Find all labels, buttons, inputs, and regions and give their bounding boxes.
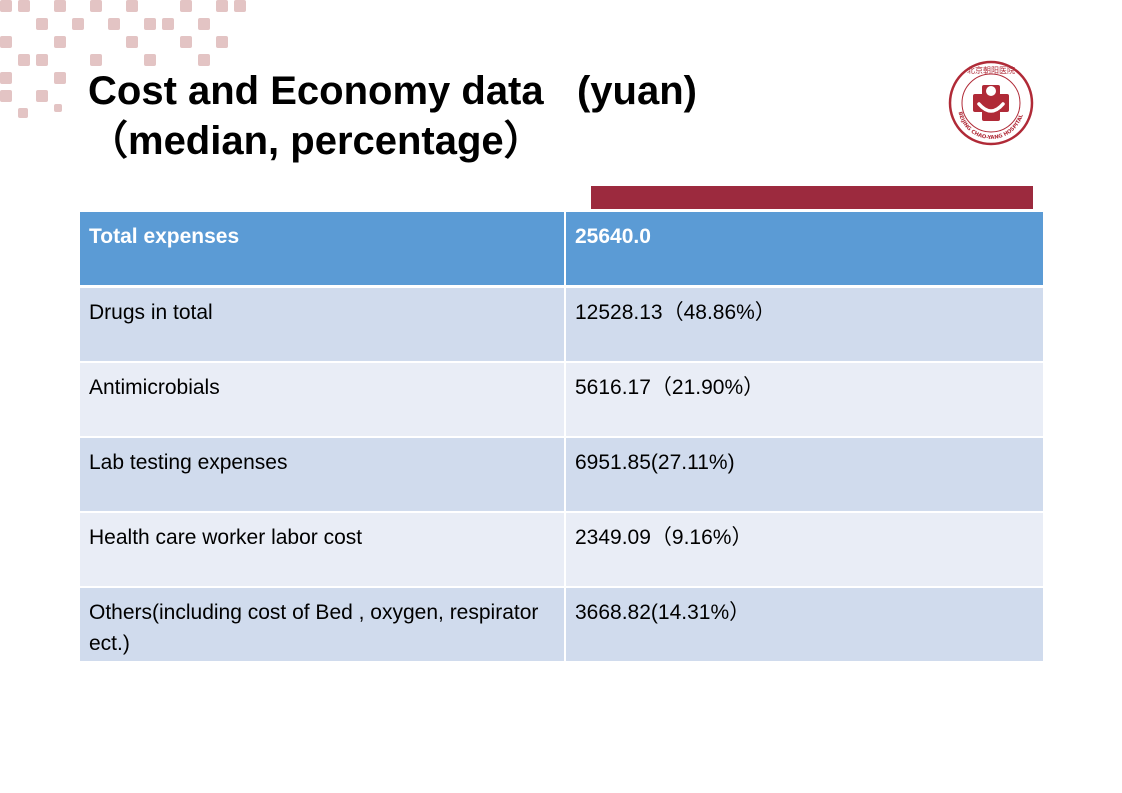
row-value: 6951.85(27.11%)	[564, 437, 1045, 513]
row-label: Drugs in total	[78, 286, 566, 363]
cost-table: Total expenses 25640.0 Drugs in total 12…	[78, 212, 1045, 663]
row-value: 12528.13（48.86%）	[564, 286, 1045, 363]
table-row: Drugs in total 12528.13（48.86%）	[78, 286, 1045, 363]
slide-title: Cost and Economy data (yuan) （median, pe…	[88, 66, 697, 166]
logo-text-top: 北京朝阳医院	[967, 65, 1015, 75]
row-value: 3668.82(14.31%）	[564, 587, 1045, 663]
row-value: 5616.17（21.90%）	[564, 362, 1045, 438]
table-header-row: Total expenses 25640.0	[78, 212, 1045, 288]
slide-title-line1: Cost and Economy data (yuan)	[88, 69, 697, 113]
table-row: Health care worker labor cost 2349.09（9.…	[78, 512, 1045, 588]
row-value: 2349.09（9.16%）	[564, 512, 1045, 588]
hospital-logo: 北京朝阳医院 BEIJING CHAO-YANG HOSPITAL	[948, 60, 1034, 146]
decorative-pattern	[0, 0, 246, 118]
slide-title-line2: （median, percentage）	[88, 119, 544, 163]
table-row: Antimicrobials 5616.17（21.90%）	[78, 362, 1045, 438]
header-label: Total expenses	[78, 212, 566, 288]
accent-bar	[591, 186, 1033, 209]
row-label: Antimicrobials	[78, 362, 566, 438]
table-row: Lab testing expenses 6951.85(27.11%)	[78, 437, 1045, 513]
row-label: Health care worker labor cost	[78, 512, 566, 588]
header-value: 25640.0	[564, 212, 1045, 288]
table-row: Others(including cost of Bed , oxygen, r…	[78, 587, 1045, 663]
row-label: Lab testing expenses	[78, 437, 566, 513]
row-label: Others(including cost of Bed , oxygen, r…	[78, 587, 566, 663]
